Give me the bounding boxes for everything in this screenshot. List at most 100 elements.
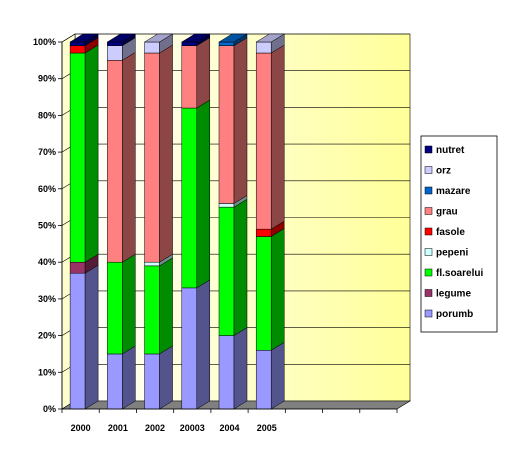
legend-label: orz [436,166,451,177]
bar-segment-side [84,264,99,410]
bar-stack [69,33,99,410]
legend-swatch [424,186,433,195]
legend-swatch [424,289,433,297]
legend-swatch [424,166,433,174]
legend: nutret orz mazare grau fasole pepeni fl.soarel… [420,135,498,333]
bar-stack [218,33,248,410]
y-tick-label: 60% [38,184,56,194]
y-tick-label: 90% [38,74,56,84]
bar-segment [107,45,123,61]
legend-swatch [424,309,433,318]
y-axis-tick-labels: 0% 10% 20% 30% 40% 50% 60% 70% 80% 90% 100% [33,37,63,414]
y-tick-label: 80% [38,110,56,120]
bar-segment [107,261,123,355]
bar-segment [144,41,160,54]
bar-segment-side [270,44,285,230]
legend-swatch [424,207,433,215]
bar-segment [107,41,123,46]
legend-swatch [424,227,433,236]
x-tick-label: 2002 [145,423,165,433]
bar-segment-side [84,44,99,263]
bar-segment [69,272,86,410]
legend-label: fl.soarelui [436,268,483,279]
bar-segment [181,45,198,109]
bar-segment [181,287,198,410]
y-tick-label: 0% [43,404,56,414]
bar-segment [144,265,160,355]
bar-segment [69,52,86,263]
bar-segment-side [233,198,248,337]
bar-segment [181,107,198,289]
bar-segment [218,203,235,208]
legend-swatch [424,248,433,256]
bar-segment-side [159,257,173,355]
bar-top [143,33,174,43]
bar-segment [255,236,272,351]
bar-segment [69,45,86,54]
bar-stack [143,33,174,410]
bar-segment [144,261,160,267]
bar-segment-side [196,279,211,410]
legend-label: legume [436,289,471,300]
bar-segment [144,353,160,410]
y-tick-label: 70% [38,147,56,157]
legend-box [420,135,498,333]
bar-segment [181,41,198,46]
y-tick-label: 20% [38,331,56,341]
bar-segment [218,335,235,410]
legend-label: mazare [436,186,471,197]
bar-stack [106,33,137,410]
x-tick-label: 20003 [180,423,205,433]
legend-label: grau [436,207,458,218]
bar-segment [107,353,123,410]
bar-segment [255,228,272,237]
bar-segment [255,350,272,410]
legend-label: porumb [436,309,473,320]
bar-segment [255,52,272,230]
bar-segment-side [233,327,248,410]
bar-segment [69,261,86,274]
bar-top [106,33,137,43]
bar-top [218,33,248,43]
legend-swatch [424,145,433,154]
x-axis-tick-labels: 2000 2001 2002 20003 2004 2005 [61,408,398,433]
x-tick-label: 2005 [257,423,277,433]
bar-segment [69,41,86,46]
y-tick-label: 30% [38,294,56,304]
bar-segment-side [196,37,211,109]
bar-segment-side [122,253,136,355]
bar-top [69,33,99,43]
y-tick-label: 100% [33,37,56,47]
y-tick-label: 40% [38,257,56,267]
bar-segment-side [122,345,136,410]
bar-segment-side [159,44,173,263]
bar-stack [255,33,286,410]
legend-label: fasole [436,227,465,238]
bar-segment-side [270,228,285,351]
bar-segment-side [270,341,285,410]
bar-segment-side [196,99,211,289]
bar-segment [218,41,235,46]
legend-label: pepeni [436,248,468,259]
bar-segment [255,41,272,54]
bar-top [255,33,286,43]
bars [69,33,286,410]
bar-top [180,33,211,43]
bar-segment-side [159,345,173,410]
bar-segment [144,52,160,263]
legend-swatch [424,268,433,277]
x-tick-label: 2004 [219,423,239,433]
bar-segment [107,60,123,263]
gridline [61,33,410,43]
x-tick-label: 2000 [71,423,91,433]
bar-segment [218,45,235,204]
y-tick-label: 10% [38,367,56,377]
legend-label: nutret [436,145,465,156]
bar-segment-side [233,37,248,204]
bar-segment [218,206,235,336]
y-tick-label: 50% [38,221,56,231]
x-tick-label: 2001 [108,423,128,433]
bar-segment-side [122,51,136,263]
bar-stack [180,33,211,410]
